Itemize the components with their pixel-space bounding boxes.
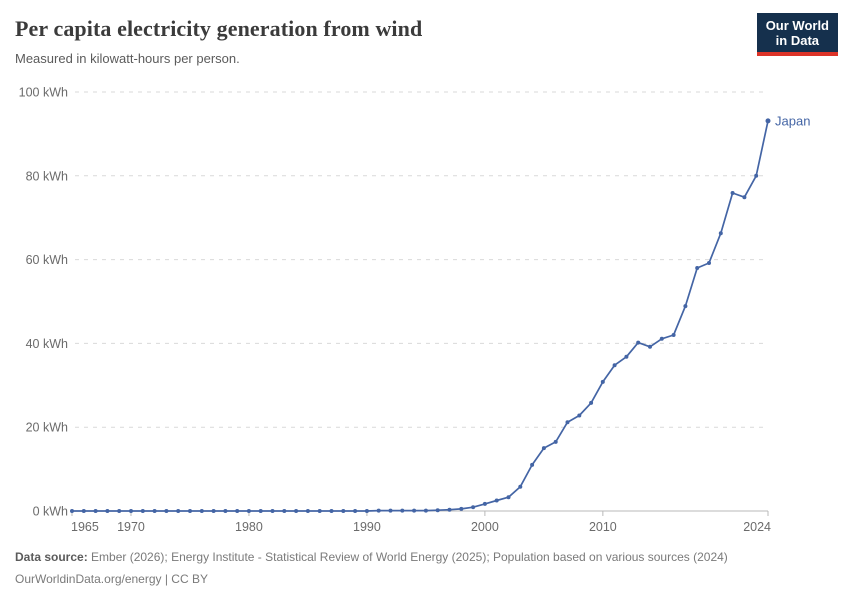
data-point-1965 <box>70 509 74 513</box>
data-point-1966 <box>81 509 86 513</box>
data-point-2004 <box>530 462 535 467</box>
owid-logo-line2: in Data <box>775 33 820 48</box>
data-point-1979 <box>235 509 240 513</box>
x-axis-tick-label: 2000 <box>471 520 499 534</box>
data-point-2017 <box>683 304 688 309</box>
data-point-1974 <box>176 509 181 513</box>
data-point-2010 <box>600 379 605 384</box>
x-axis-tick-label: 1990 <box>353 520 381 534</box>
data-point-1970 <box>129 509 133 513</box>
data-source-label: Data source: <box>15 550 88 564</box>
data-point-2013 <box>636 340 641 345</box>
data-point-2003 <box>518 484 523 489</box>
data-point-2021 <box>730 191 735 195</box>
data-point-1980 <box>246 509 251 513</box>
data-point-1999 <box>471 505 476 510</box>
data-point-2000 <box>482 501 487 506</box>
data-point-2008 <box>577 413 582 418</box>
data-point-1994 <box>412 508 417 513</box>
data-point-2002 <box>506 495 511 500</box>
chart-footer: Data source: Ember (2026); Energy Instit… <box>15 546 835 590</box>
data-point-1990 <box>364 509 369 513</box>
y-axis-tick-label: 0 kWh <box>33 505 68 519</box>
x-axis-tick-label: 1965 <box>71 520 99 534</box>
y-axis-tick-label: 40 kWh <box>26 337 68 351</box>
data-point-1978 <box>223 509 228 513</box>
series-line-japan <box>71 120 769 512</box>
data-source-line: Data source: Ember (2026); Energy Instit… <box>15 546 835 568</box>
y-axis-tick-label: 80 kWh <box>26 169 68 183</box>
series-label-japan[interactable]: Japan <box>775 113 810 128</box>
data-point-1984 <box>294 509 299 513</box>
data-point-1975 <box>188 509 192 513</box>
data-point-1972 <box>152 509 157 513</box>
data-point-1989 <box>353 509 358 513</box>
data-point-2018 <box>695 266 700 270</box>
data-point-1981 <box>258 509 263 513</box>
data-point-1983 <box>282 509 287 513</box>
data-point-2023 <box>754 173 759 178</box>
y-axis-tick-label: 60 kWh <box>26 253 68 267</box>
data-point-1967 <box>93 509 98 513</box>
page-subtitle: Measured in kilowatt-hours per person. <box>15 51 240 66</box>
data-point-2007 <box>565 420 570 425</box>
data-point-1998 <box>459 506 464 511</box>
page-title: Per capita electricity generation from w… <box>15 16 423 41</box>
data-point-2020 <box>718 231 723 236</box>
x-axis-tick-label: 2024 <box>743 520 771 534</box>
data-point-1988 <box>341 509 346 513</box>
data-point-1982 <box>270 509 275 513</box>
data-point-1969 <box>117 509 122 513</box>
data-point-1973 <box>164 509 169 513</box>
data-point-2006 <box>553 439 558 444</box>
owid-logo-line1: Our World <box>765 18 829 33</box>
owid-logo[interactable]: Our World in Data <box>756 13 838 56</box>
y-axis-tick-label: 100 kWh <box>19 86 68 100</box>
data-point-1992 <box>388 508 393 513</box>
data-point-1991 <box>376 508 381 513</box>
data-point-2001 <box>494 498 499 503</box>
data-point-2016 <box>671 333 676 337</box>
data-point-2011 <box>612 363 617 368</box>
data-point-1976 <box>199 509 204 513</box>
data-point-1993 <box>400 508 405 513</box>
footer-link[interactable]: OurWorldinData.org/energy | CC BY <box>15 572 208 586</box>
data-point-1987 <box>329 509 334 513</box>
y-axis-tick-label: 20 kWh <box>26 421 68 435</box>
data-point-2015 <box>659 336 664 341</box>
data-point-2022 <box>742 195 747 200</box>
data-point-1977 <box>211 509 216 513</box>
data-point-2012 <box>624 354 629 359</box>
data-point-1995 <box>423 508 428 513</box>
x-axis-tick-label: 1980 <box>235 520 263 534</box>
x-axis-tick-label: 1970 <box>117 520 145 534</box>
data-point-1997 <box>447 507 452 512</box>
data-point-1971 <box>140 509 145 513</box>
data-point-1985 <box>305 509 310 513</box>
x-axis-tick-label: 2010 <box>589 520 617 534</box>
data-point-2019 <box>707 261 711 265</box>
data-point-2009 <box>589 400 594 405</box>
data-source-text: Ember (2026); Energy Institute - Statist… <box>87 550 728 564</box>
data-point-1996 <box>435 508 440 513</box>
data-point-1968 <box>105 509 110 513</box>
data-point-2014 <box>648 344 652 349</box>
data-point-2024 <box>765 118 771 124</box>
data-point-1986 <box>317 509 322 513</box>
data-point-2005 <box>541 446 546 451</box>
